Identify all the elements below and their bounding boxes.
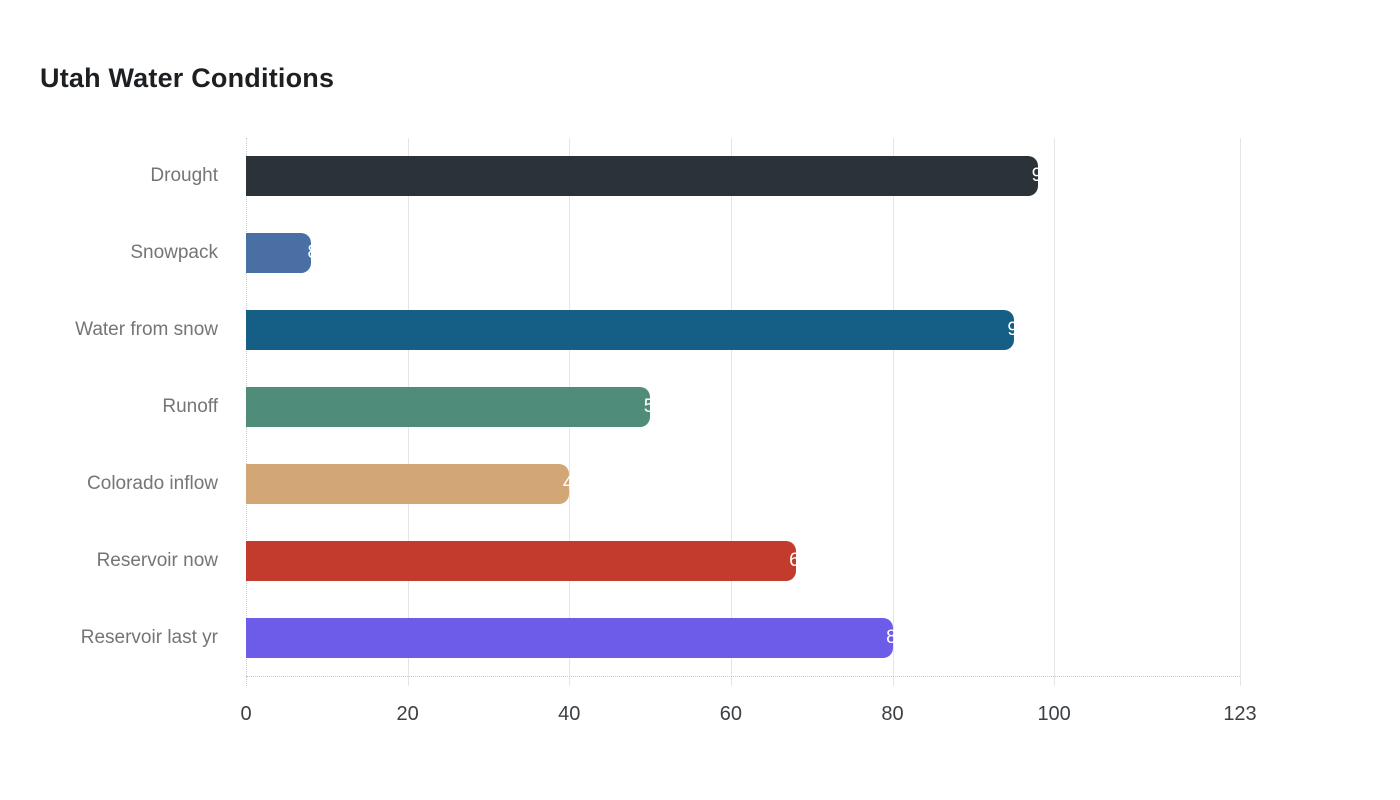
- category-label: Snowpack: [130, 242, 218, 264]
- bar-drought: 98: [246, 156, 1053, 197]
- bar-runoff: 50: [246, 387, 665, 427]
- bar-value-label: 8: [307, 242, 319, 264]
- x-tick-label: 123: [1223, 703, 1257, 725]
- x-tick-label: 0: [240, 703, 252, 725]
- category-label: Water from snow: [75, 319, 218, 341]
- bar-row: Water from snow 95: [75, 310, 1240, 351]
- bar-value-label: 98: [1031, 165, 1053, 187]
- bar-value-label: 95: [1007, 319, 1029, 341]
- gridline: [1054, 138, 1056, 686]
- x-tick-label: 60: [719, 703, 742, 725]
- x-tick-label: 20: [396, 703, 419, 725]
- bar-water-from-snow: 95: [246, 310, 1029, 351]
- gridline: [892, 138, 894, 686]
- category-label: Reservoir last yr: [80, 626, 218, 648]
- x-tick-label: 80: [881, 703, 904, 725]
- x-tick-label: 40: [558, 703, 581, 725]
- plot-area: 0 20 40 60 80 100 123 Drought 98 Snowpack 8 Water f…: [75, 138, 1257, 725]
- x-tick-label: 100: [1037, 703, 1071, 725]
- bar-row: Snowpack 8: [130, 233, 1240, 274]
- category-label: Reservoir now: [96, 549, 218, 571]
- category-label: Runoff: [162, 396, 218, 417]
- bar-reservoir-last-yr: 80: [246, 617, 907, 658]
- bar-reservoir-now: 68: [246, 540, 810, 581]
- bar-value-label: 40: [562, 472, 585, 494]
- bar-row: Drought 98: [150, 156, 1240, 197]
- bar-row: Reservoir last yr 80: [81, 617, 1240, 658]
- bar-row: Runoff 50: [162, 387, 1240, 427]
- bar-colorado-inflow: 40: [246, 463, 584, 504]
- bar-row: Reservoir now 68: [97, 540, 1240, 581]
- bar-value-label: 68: [789, 549, 811, 571]
- x-axis-line: [246, 676, 1240, 677]
- gridline: [730, 138, 732, 686]
- bar-value-label: 50: [643, 396, 665, 417]
- category-label: Drought: [150, 165, 218, 187]
- category-label: Colorado inflow: [87, 472, 218, 494]
- gridline: [1240, 138, 1241, 686]
- chart-title: Utah Water Conditions: [40, 63, 335, 93]
- bar-value-label: 80: [886, 626, 908, 648]
- bar-snowpack: 8: [246, 233, 318, 274]
- bar-row: Colorado inflow 40: [87, 463, 1240, 504]
